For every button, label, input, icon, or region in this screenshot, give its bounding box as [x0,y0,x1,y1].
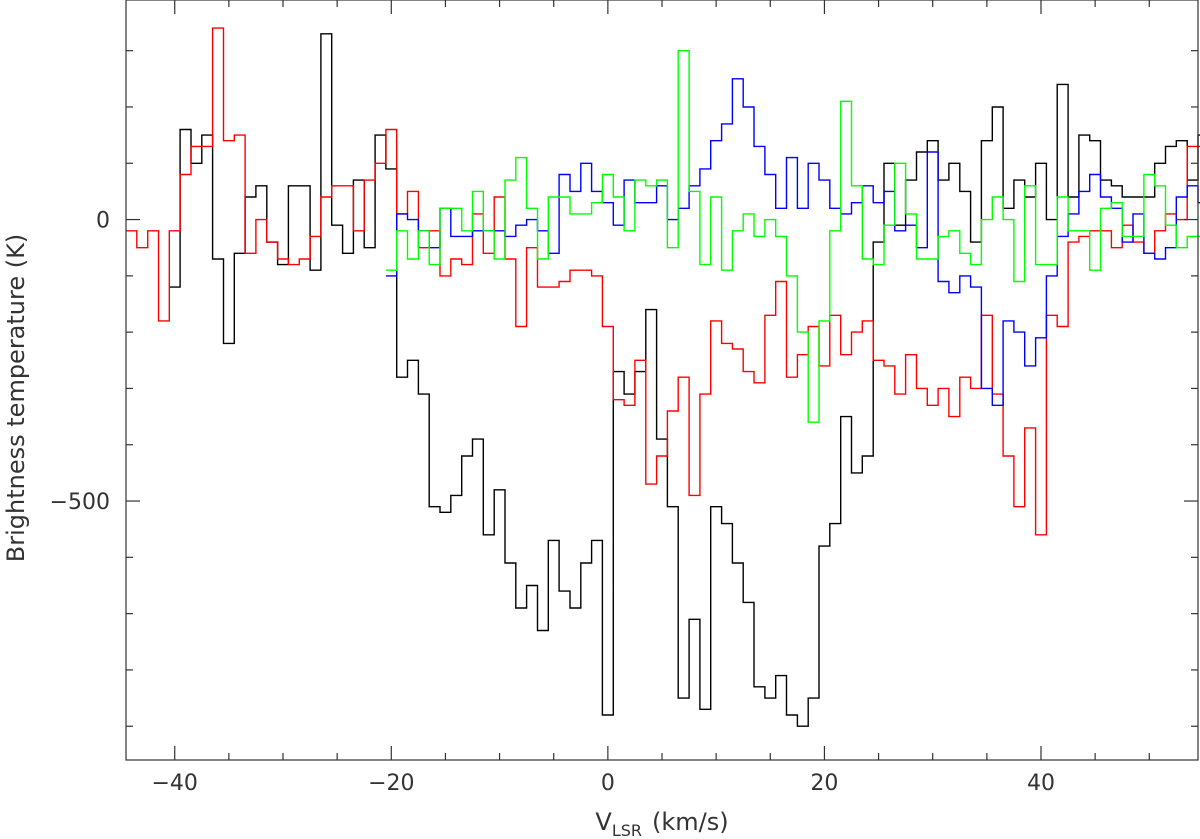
y-axis-label: Brightness temperature (K) [2,234,30,562]
x-axis-label-main: V [595,808,612,836]
ticks-layer [126,0,1198,760]
x-tick-label: 0 [601,771,615,796]
series-layer [126,27,1200,727]
x-tick-label: 40 [1027,771,1055,796]
x-axis-label-sub: LSR [612,821,642,839]
y-tick-label: 0 [96,209,110,234]
series-line-2 [385,78,1200,406]
x-axis-label: VLSR (km/s) [595,808,728,839]
x-tick-label: 20 [810,771,838,796]
y-tick-label: −500 [50,490,110,515]
plot-frame [125,0,1199,761]
series-line-1 [126,27,1200,536]
x-tick-label: −40 [152,771,198,796]
x-axis-label-unit: (km/s) [652,808,729,836]
series-line-0 [169,33,1200,727]
x-tick-label: −20 [368,771,414,796]
series-line-3 [385,50,1200,423]
tick-labels: −40 −20 0 20 40 0 −500 [50,209,1055,796]
